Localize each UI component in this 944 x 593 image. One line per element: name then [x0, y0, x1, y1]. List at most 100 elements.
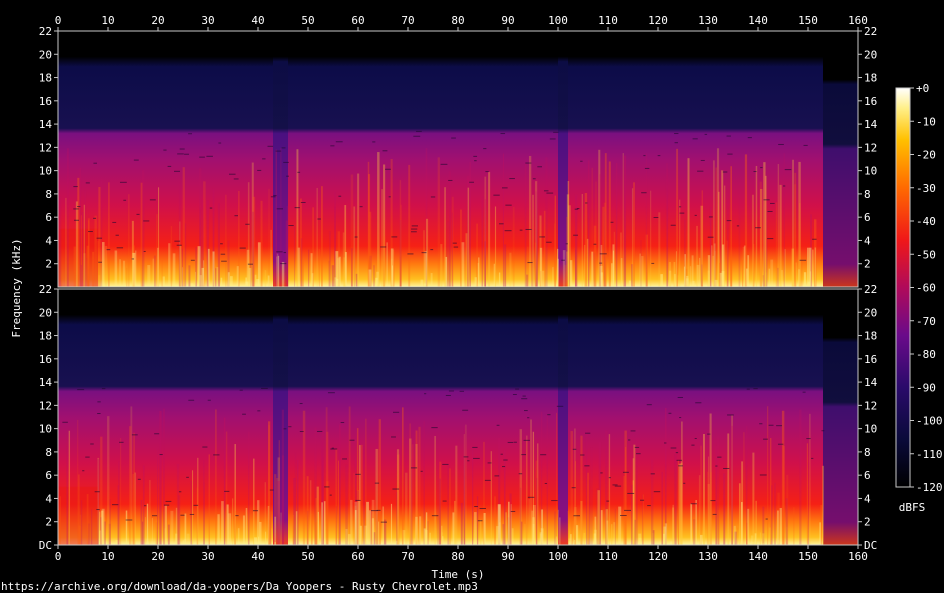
y-tick-label: 20 [39, 306, 52, 319]
spectrogram-texture [202, 446, 208, 448]
spectrogram-texture [143, 220, 150, 222]
spectrogram-streak [84, 190, 87, 287]
spectrogram-streak [493, 496, 497, 545]
spectrogram-texture [151, 515, 158, 517]
spectrogram-streak [339, 424, 341, 545]
spectrogram-streak [528, 155, 532, 287]
spectrogram-texture [504, 230, 512, 232]
spectrogram-texture [431, 515, 439, 517]
spectrogram-streak [286, 206, 289, 287]
spectrogram-streak [441, 532, 443, 545]
spectrogram-bass-mark [357, 500, 360, 545]
spectrogram-streak [676, 148, 679, 287]
spectrogram-streak [75, 201, 78, 287]
spectrogram-texture [640, 499, 645, 501]
spectrogram-bass-mark [265, 531, 267, 545]
colorbar-tick-label: -110 [916, 448, 943, 461]
spectrogram-streak [673, 261, 676, 287]
spectrogram-bass-mark [707, 255, 711, 287]
spectrogram-texture [85, 182, 90, 184]
y-tick-label: 4 [45, 234, 52, 247]
spectrogram-streak [425, 148, 428, 287]
y-tick-label-right: 16 [864, 353, 877, 366]
y-tick-label-right: 10 [864, 423, 877, 436]
spectrogram-streak [599, 186, 602, 287]
spectrogram-texture [527, 496, 535, 498]
spectrogram-texture [532, 178, 536, 180]
spectrogram-bass-mark [212, 251, 215, 287]
spectrogram-texture [472, 446, 478, 448]
spectrogram-bass-mark [281, 261, 285, 287]
spectrogram-bass-mark [146, 503, 149, 545]
spectrogram-streak [444, 187, 446, 287]
spectrogram-bass-mark [689, 266, 692, 287]
spectrogram-streak [597, 490, 600, 545]
spectrogram-texture [723, 467, 730, 469]
spectrogram-streak [356, 490, 359, 545]
spectrogram-texture [474, 160, 477, 162]
spectrogram-streak [391, 258, 393, 287]
spectrogram-bass-mark [415, 516, 418, 545]
x-tick-label: 0 [55, 550, 62, 563]
spectrogram-streak [59, 196, 62, 287]
spectrogram-streak [251, 162, 254, 287]
spectrogram-streak [678, 463, 682, 545]
spectrogram-texture [469, 181, 475, 183]
spectrogram-bass-mark [338, 256, 341, 287]
spectrogram-texture [803, 144, 808, 146]
spectrogram-bass-mark [203, 260, 205, 287]
spectrogram-bass-mark [274, 516, 277, 545]
spectrogram-streak [774, 482, 776, 545]
spectrogram-texture [747, 137, 752, 139]
spectrogram-streak [668, 262, 672, 287]
spectrogram-bass-mark [740, 502, 743, 545]
spectrogram-texture [93, 162, 97, 164]
spectrogram-bass-mark [207, 248, 210, 287]
spectrogram-texture [463, 456, 469, 458]
spectrogram-streak [377, 152, 380, 287]
spectrogram-streak [208, 454, 210, 545]
spectrogram-streak [206, 200, 210, 287]
spectrogram-texture [421, 252, 427, 254]
spectrogram-bass-mark [557, 248, 559, 287]
spectrogram-streak [810, 214, 812, 287]
spectrogram-texture [143, 505, 147, 507]
spectrogram-streak [399, 254, 402, 287]
spectrogram-intro [58, 486, 98, 545]
spectrogram-texture [294, 207, 300, 209]
colorbar-tick-label: -10 [916, 115, 936, 128]
spectrogram-texture [174, 240, 181, 242]
spectrogram-streak [100, 436, 103, 545]
spectrogram-bass-mark [147, 265, 151, 287]
spectrogram-texture [273, 195, 277, 197]
spectrogram-streak [409, 438, 412, 545]
spectrogram-streak [535, 178, 539, 287]
spectrogram-texture [537, 166, 543, 168]
spectrogram-streak [126, 267, 128, 287]
spectrogram-texture [636, 453, 641, 455]
spectrogram-streak [554, 223, 556, 287]
spectrogram-texture [700, 159, 705, 161]
spectrogram-texture [715, 465, 718, 467]
y-tick-label-right: 14 [864, 118, 878, 131]
spectrogram-streak [564, 265, 567, 287]
spectrogram-streak [459, 209, 462, 287]
spectrogram-texture [777, 443, 784, 445]
spectrogram-texture [354, 236, 358, 238]
spectrogram-bass-mark [574, 539, 576, 545]
spectrogram-texture [220, 243, 223, 245]
spectrogram-streak [534, 242, 537, 287]
spectrogram-texture [821, 430, 825, 432]
spectrogram-bass-mark [695, 500, 698, 545]
spectrogram-bass-mark [606, 520, 609, 545]
spectrogram-bass-mark [532, 504, 536, 545]
spectrogram-texture [551, 500, 558, 502]
spectrogram-bass-mark [442, 536, 444, 545]
spectrogram-texture [167, 165, 172, 167]
spectrogram-streak [355, 273, 358, 287]
spectrogram-streak [674, 454, 677, 545]
spectrogram-streak [334, 191, 336, 287]
spectrogram-streak [357, 489, 359, 545]
spectrogram-streak [77, 419, 79, 545]
spectrogram-bass-mark [236, 266, 239, 287]
